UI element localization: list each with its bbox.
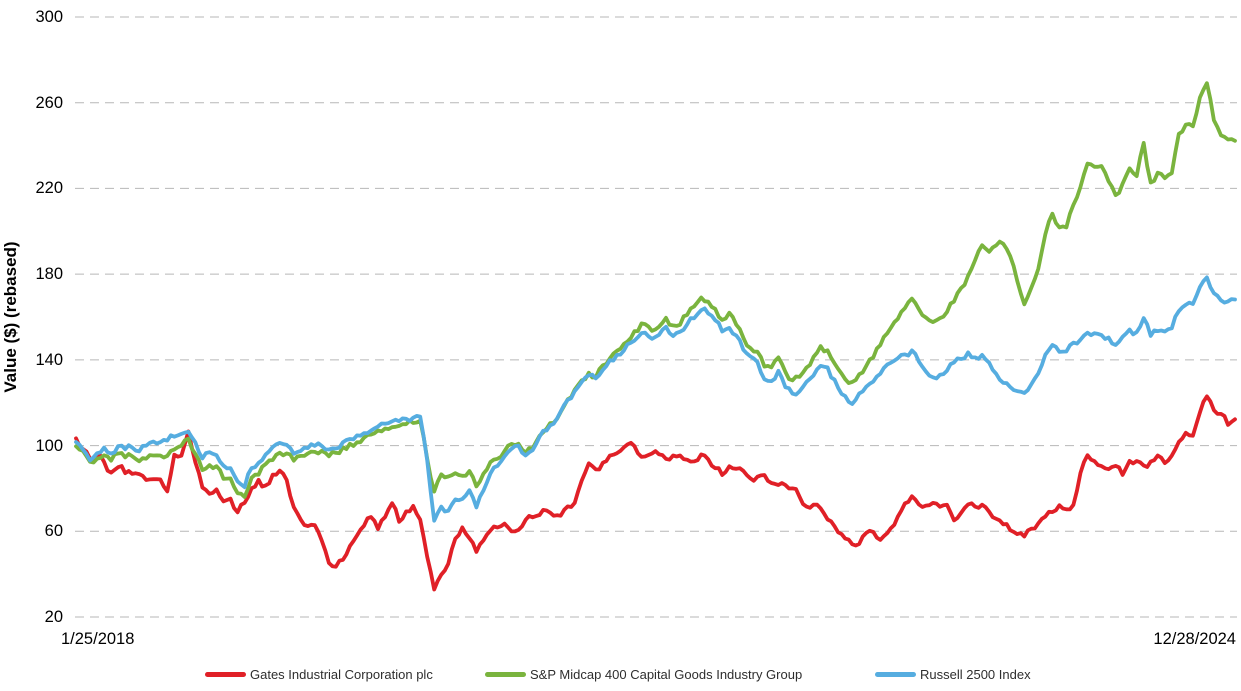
legend-swatch-gates-industrial <box>205 671 246 677</box>
legend-swatch-russell-2500-index <box>875 671 916 677</box>
legend-item-sp-midcap-400-capital-goods: S&P Midcap 400 Capital Goods Industry Gr… <box>485 665 802 683</box>
y-tick-label: 100 <box>35 436 63 455</box>
legend-label-sp-midcap-400-capital-goods: S&P Midcap 400 Capital Goods Industry Gr… <box>530 666 803 682</box>
series-line-gates-industrial-corporation-plc <box>74 394 1237 592</box>
legend-item-russell-2500-index: Russell 2500 Index <box>875 665 1031 683</box>
y-tick-label: 60 <box>44 522 63 541</box>
y-tick-label: 220 <box>35 179 63 198</box>
y-axis-title: Value ($) (rebased) <box>1 241 20 393</box>
y-tick-label: 180 <box>35 265 63 284</box>
x-axis-start-label: 1/25/2018 <box>61 630 135 648</box>
legend-label-gates-industrial: Gates Industrial Corporation plc <box>250 666 433 682</box>
y-tick-label: 300 <box>35 8 63 26</box>
x-axis-end-label: 12/28/2024 <box>1153 630 1236 648</box>
y-tick-label: 260 <box>35 93 63 112</box>
legend-label-russell-2500-index: Russell 2500 Index <box>920 666 1031 682</box>
y-tick-label: 140 <box>35 350 63 369</box>
legend-item-gates-industrial: Gates Industrial Corporation plc <box>205 665 433 683</box>
y-tick-label: 20 <box>44 608 63 626</box>
legend-swatch-sp-midcap-400-capital-goods <box>485 671 526 677</box>
legend: Gates Industrial Corporation plc S&P Mid… <box>0 665 1241 685</box>
series-line-russell-2500-index <box>74 275 1237 523</box>
series-line-s-p-midcap-400-capital-goods-industry-group <box>74 81 1237 499</box>
